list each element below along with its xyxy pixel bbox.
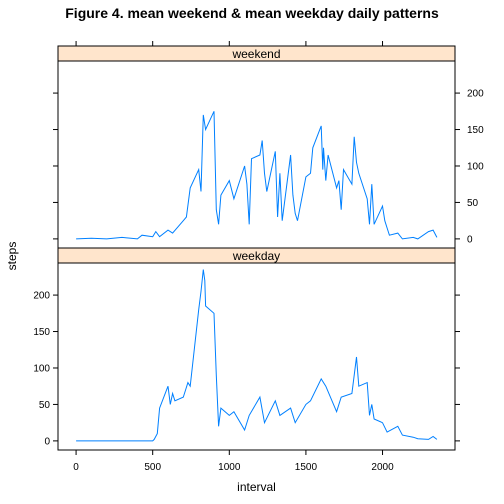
y-tick-label: 200 — [33, 291, 50, 302]
y-axis-label: steps — [5, 242, 19, 271]
strip-label-weekday: weekday — [232, 249, 280, 263]
y-tick-label: 0 — [44, 436, 50, 447]
panel-weekend: weekend — [57, 45, 456, 249]
y-tick-label: 150 — [467, 125, 484, 136]
x-axis-label: interval — [237, 480, 276, 494]
panel-weekday: weekday — [57, 247, 456, 451]
x-tick-label: 1000 — [218, 462, 241, 473]
y-tick-label: 200 — [467, 89, 484, 100]
x-tick-label: 0 — [73, 462, 79, 473]
x-tick-label: 2000 — [371, 462, 394, 473]
x-tick-label: 1500 — [295, 462, 318, 473]
strip-label-weekend: weekend — [231, 47, 280, 61]
y-tick-label: 0 — [467, 234, 473, 245]
y-tick-label: 50 — [39, 400, 51, 411]
y-tick-label: 100 — [467, 161, 484, 172]
y-tick-label: 100 — [33, 363, 50, 374]
x-tick-label: 500 — [144, 462, 161, 473]
series-line-weekend — [76, 111, 438, 240]
y-tick-label: 150 — [33, 327, 50, 338]
panel-frame-weekday — [57, 262, 456, 451]
panel-frame-weekend — [57, 60, 456, 249]
series-line-weekday — [76, 269, 438, 442]
chart-title: Figure 4. mean weekend & mean weekday da… — [65, 5, 439, 21]
y-tick-label: 50 — [467, 198, 479, 209]
